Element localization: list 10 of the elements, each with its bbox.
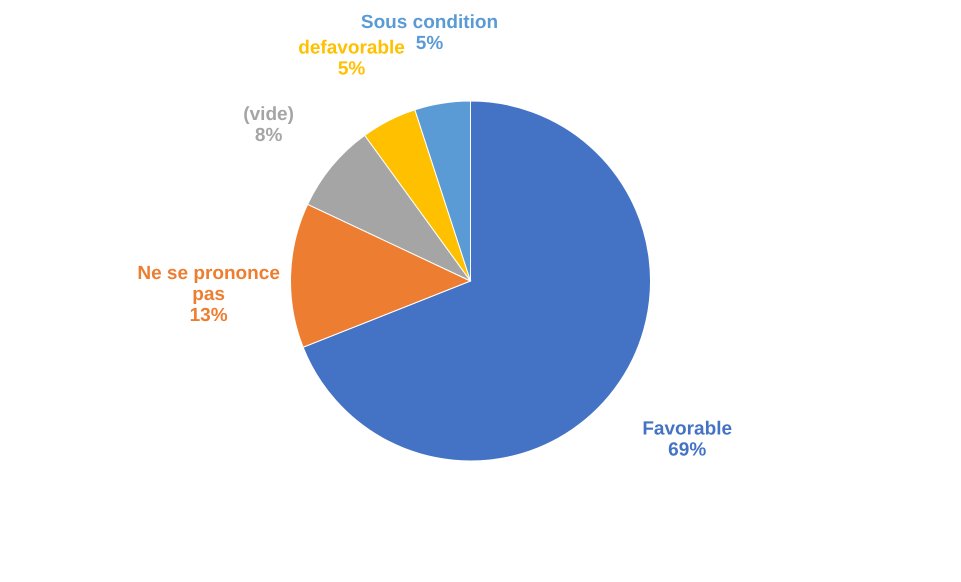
data-label: 8% bbox=[254, 124, 282, 146]
slice-label: Sous condition bbox=[360, 12, 498, 34]
slice-label: Favorable bbox=[642, 418, 732, 440]
data-label: 5% bbox=[338, 58, 366, 80]
data-label: 69% bbox=[668, 439, 706, 460]
slice-label: Ne se prononce pas bbox=[137, 262, 280, 305]
data-label: 13% bbox=[190, 304, 228, 326]
data-label: 5% bbox=[416, 33, 444, 54]
slice-label: (vide) bbox=[243, 104, 294, 125]
slice-label: defavorable bbox=[298, 38, 405, 59]
